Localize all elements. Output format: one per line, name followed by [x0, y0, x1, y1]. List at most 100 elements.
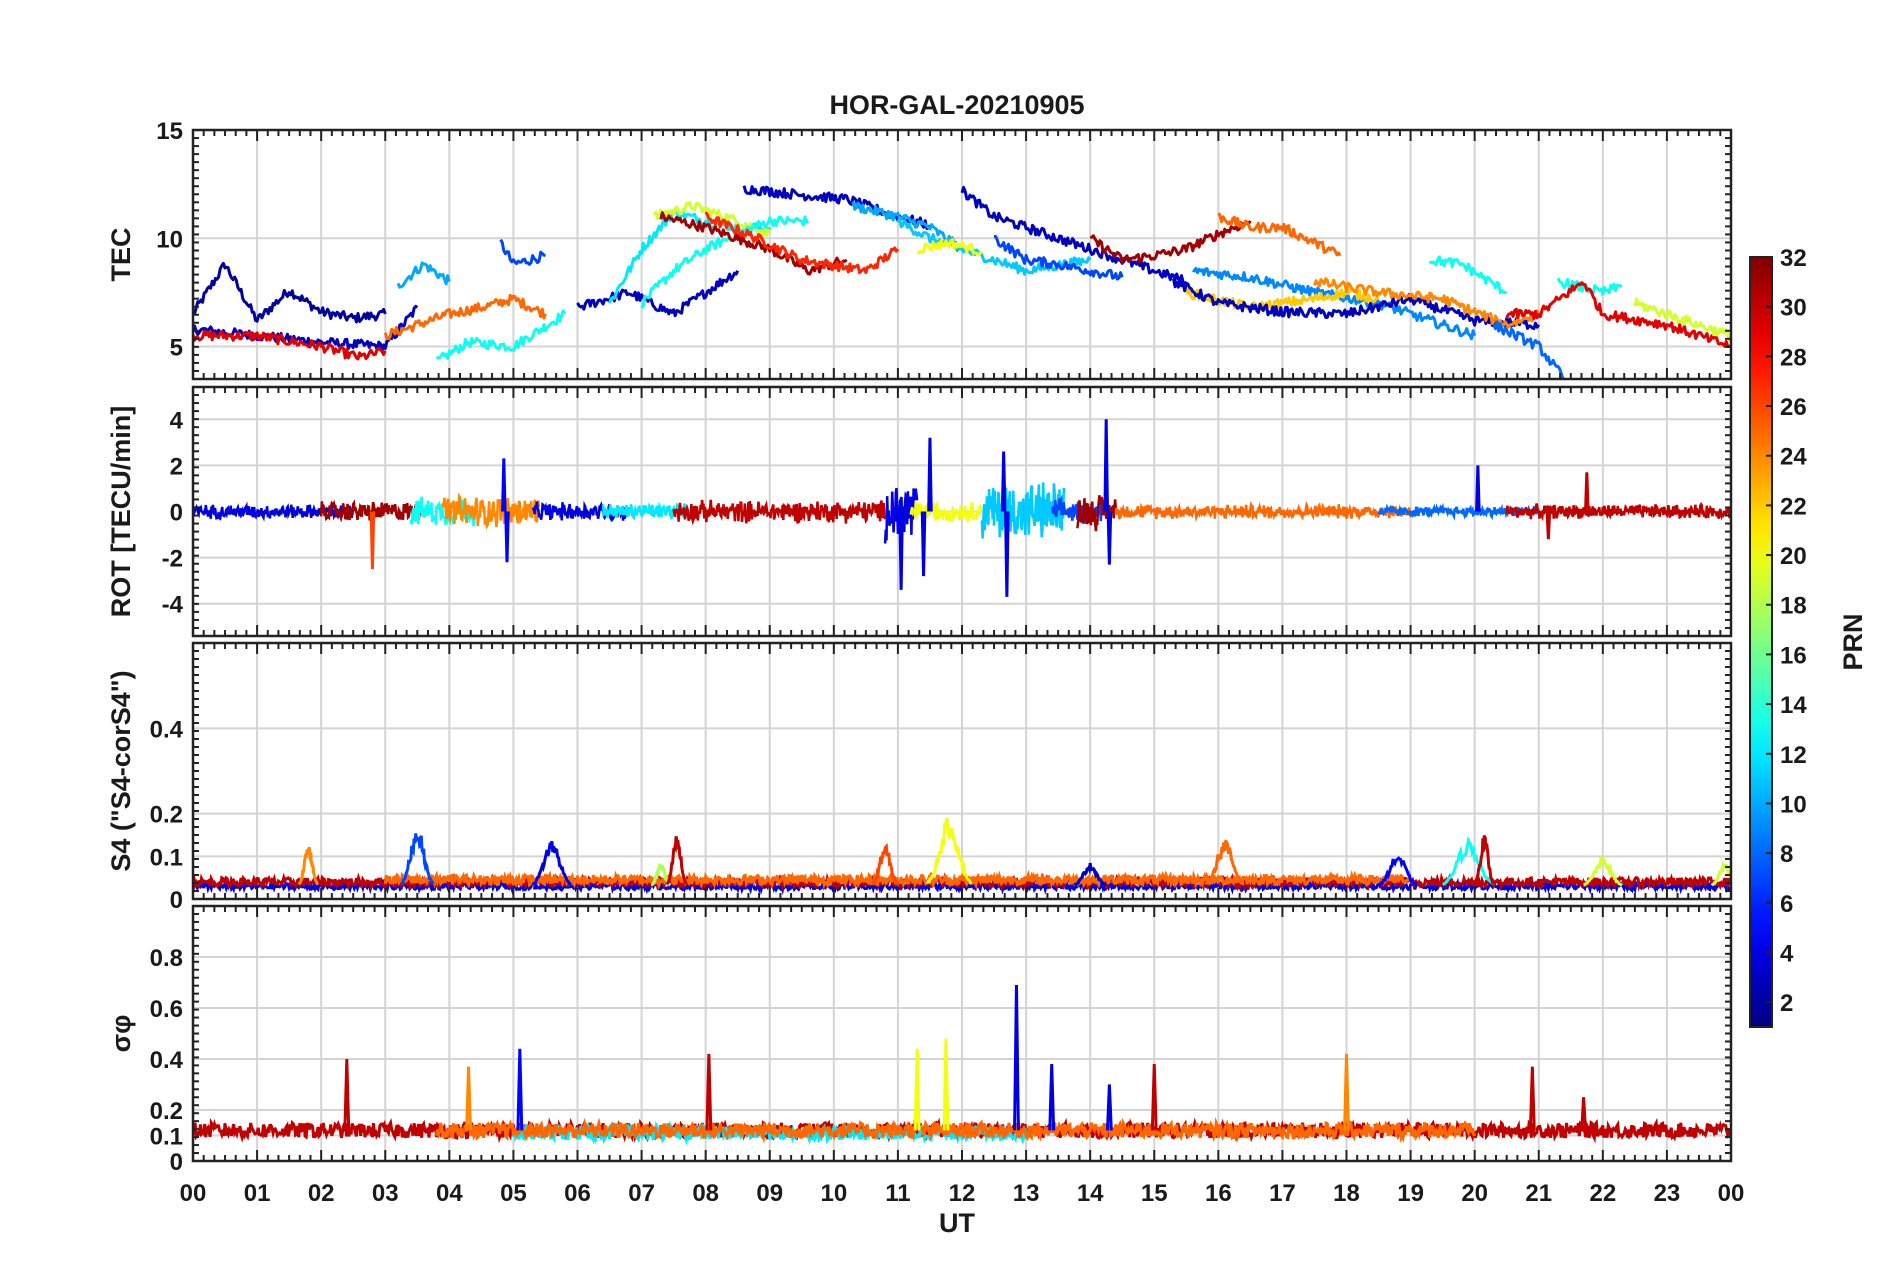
rot-series-prn-31 [319, 499, 425, 523]
sigma-spike-prn-24 [1343, 1053, 1350, 1131]
tec-series-prn-25 [383, 293, 547, 341]
y-tick-label: 5 [170, 335, 183, 362]
y-tick-label: -4 [162, 592, 184, 619]
colorbar-tick-label: 10 [1780, 791, 1807, 818]
x-tick-label: 07 [628, 1180, 655, 1207]
colorbar-tick-label: 12 [1780, 742, 1807, 769]
panel-3: 00.10.2 0.4 0.6 0.8 σφ [106, 904, 1733, 1176]
rot-series-prn-30 [1505, 501, 1731, 522]
x-tick-label: 19 [1397, 1180, 1424, 1207]
x-tick-label: 05 [500, 1180, 527, 1207]
tec-series-prn-13 [640, 215, 810, 309]
rot-spike-prn-4 [927, 437, 933, 512]
rot-spike-prn-26 [369, 511, 376, 570]
colorbar-tick-label: 4 [1780, 940, 1794, 967]
x-tick-label: 00 [180, 1180, 207, 1207]
x-tick-label: 21 [1525, 1180, 1552, 1207]
x-tick-label: 08 [692, 1180, 719, 1207]
panel-1-data [193, 419, 1731, 597]
y-tick-label: 0.6 [150, 996, 183, 1023]
y-tick-label: 0.2 [150, 802, 183, 829]
colorbar-tick-label: 24 [1780, 444, 1807, 471]
tec-series-prn-2 [193, 261, 387, 324]
colorbar-tick-label: 14 [1780, 692, 1807, 719]
y-tick-label: 0.8 [150, 945, 183, 972]
panel-2-frame [191, 641, 1733, 901]
rot-spike-prn-30 [1545, 511, 1552, 540]
rot-series-prn-30 [672, 499, 887, 526]
base-series-prn-25 [435, 1117, 1476, 1144]
x-tick-label: 09 [756, 1180, 783, 1207]
panel-2-data [193, 817, 1731, 896]
colorbar-label: PRN [1838, 613, 1868, 670]
sigma-spike-prn-20 [913, 1048, 921, 1131]
panel-2: 0 0.1 0.2 0.4 S4 ("S4-corS4") [106, 641, 1733, 914]
rot-series-prn-4 [193, 501, 355, 522]
y-tick-label: 2 [170, 453, 183, 480]
y-tick-label: 0.2 [150, 1098, 183, 1125]
tec-series-prn-25 [1217, 212, 1342, 257]
tec-series-prn-27 [704, 211, 900, 275]
panel-0: 5 10 15 TEC [106, 118, 1733, 381]
rot-spike-prn-4 [1103, 419, 1109, 512]
y-axis-label: S4 ("S4-corS4") [106, 670, 136, 871]
s4-bump-prn-13 [1442, 835, 1495, 886]
x-tick-label: 03 [372, 1180, 399, 1207]
x-tick-label: 13 [1013, 1180, 1040, 1207]
s4-bump-prn-7 [400, 833, 435, 885]
x-tick-label: 12 [949, 1180, 976, 1207]
tec-series-prn-31 [659, 211, 848, 276]
s4-bump-prn-26 [871, 843, 900, 886]
colorbar-tick-label: 18 [1780, 593, 1807, 620]
s4-bump-prn-24 [297, 846, 320, 886]
sigma-spike-prn-5 [516, 1048, 524, 1131]
sigma-spike-prn-30 [705, 1053, 713, 1131]
sigma-spike-prn-20 [942, 1038, 950, 1131]
y-axis-label: ROT [TECU/min] [106, 406, 136, 617]
s4-bump-prn-30 [1473, 835, 1496, 886]
x-tick-label: 18 [1333, 1180, 1360, 1207]
rot-series-prn-12 [601, 501, 695, 521]
colorbar-tick-label: 16 [1780, 642, 1807, 669]
colorbar-tick-label: 26 [1780, 394, 1807, 421]
tec-series-prn-10 [851, 201, 964, 252]
panel-1-frame [191, 385, 1733, 638]
y-tick-label: 0 [170, 887, 183, 914]
panel-1: -4 -2 0 2 4 ROT [TECU/min] [106, 385, 1733, 638]
s4-bump-prn-4 [531, 840, 572, 886]
sigma-spike-prn-30 [343, 1058, 351, 1131]
rot-spike-prn-30 [1584, 472, 1590, 512]
y-tick-label: 0.4 [150, 1047, 184, 1074]
x-tick-label: 04 [436, 1180, 463, 1207]
x-tick-label: 16 [1205, 1180, 1232, 1207]
rot-spike-prn-4 [1000, 451, 1007, 512]
x-tick-label: 23 [1654, 1180, 1681, 1207]
tec-series-prn-7 [994, 235, 1124, 281]
y-tick-label: 0.1 [150, 844, 183, 871]
y-tick-label: 0 [170, 500, 183, 527]
tec-series-prn-31 [1090, 220, 1252, 265]
tec-series-prn-3 [960, 185, 1188, 288]
s4-bump-prn-3 [1073, 862, 1107, 887]
x-tick-label: 11 [885, 1180, 910, 1207]
tec-series-prn-8 [1492, 320, 1566, 379]
sigma-spike-prn-24 [465, 1066, 472, 1131]
x-tick-label: 17 [1269, 1180, 1296, 1207]
sigma-spike-prn-4 [1105, 1084, 1113, 1131]
x-tick-label: 00 [1718, 1180, 1745, 1207]
chart-title: HOR-GAL-20210905 [829, 90, 1084, 120]
y-tick-label: 10 [156, 226, 183, 253]
colorbar-tick-label: 28 [1780, 344, 1807, 371]
rot-spike-prn-4 [1004, 511, 1010, 597]
x-tick-label: 22 [1589, 1180, 1616, 1207]
y-axis-label: σφ [106, 1015, 136, 1053]
s4-bump-prn-30 [665, 835, 688, 885]
colorbar-tick-label: 6 [1780, 891, 1793, 918]
panel-0-frame [191, 128, 1733, 381]
tec-series-prn-19 [1633, 297, 1731, 342]
rot-spike-prn-4 [920, 511, 927, 577]
sigma-spike-prn-4 [1013, 985, 1020, 1131]
x-tick-label: 15 [1141, 1180, 1168, 1207]
